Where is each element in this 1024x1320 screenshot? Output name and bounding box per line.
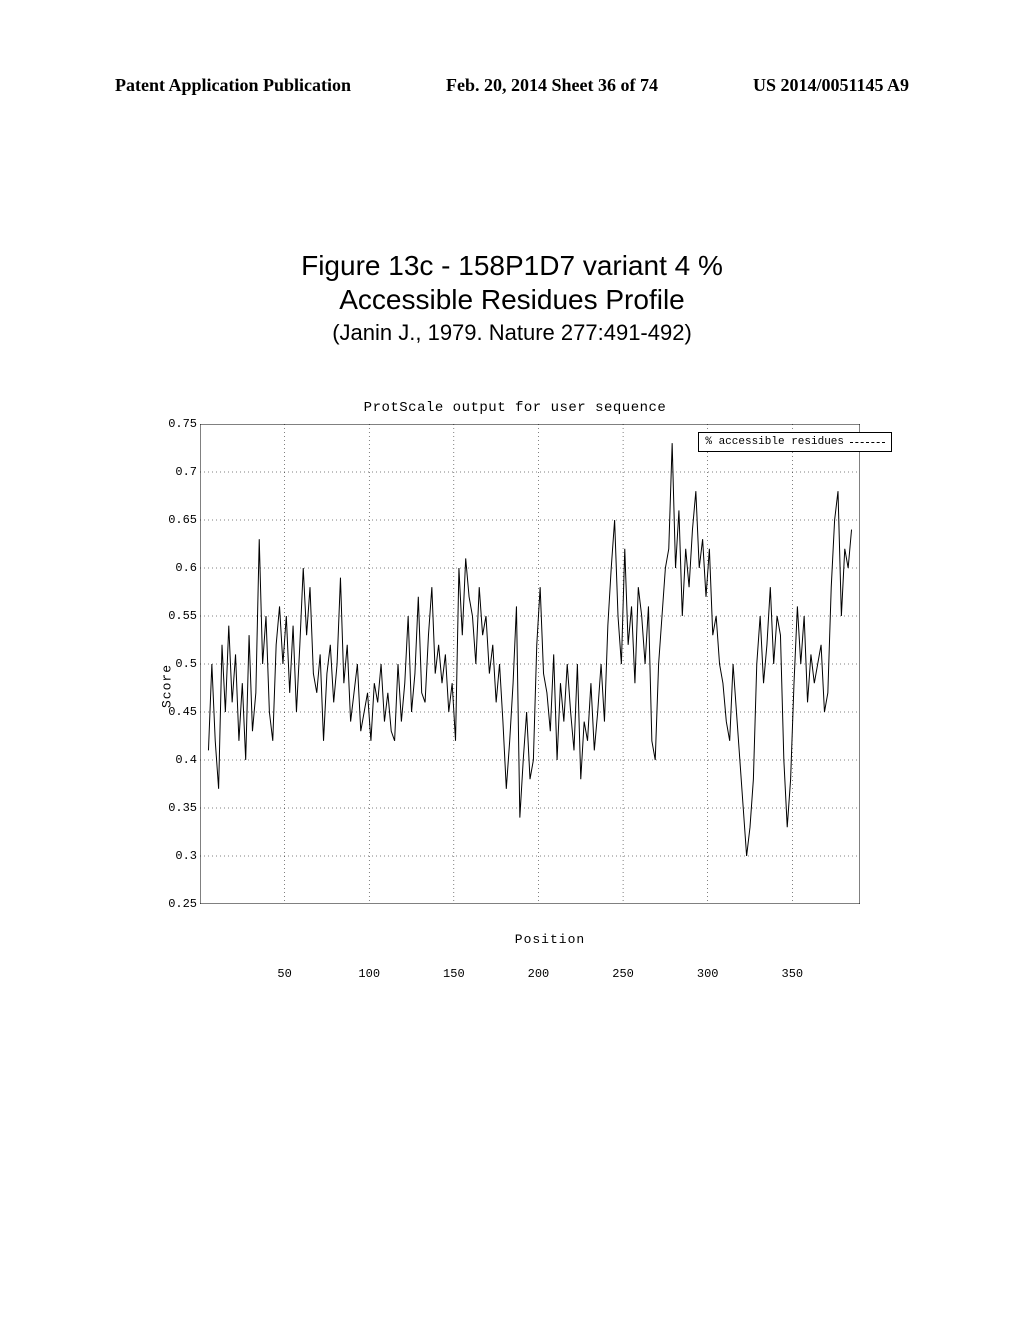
header-center: Feb. 20, 2014 Sheet 36 of 74 xyxy=(446,75,658,96)
page-header: Patent Application Publication Feb. 20, … xyxy=(0,75,1024,96)
ytick-label: 0.7 xyxy=(155,465,197,479)
ytick-label: 0.75 xyxy=(155,417,197,431)
chart-svg xyxy=(200,424,860,904)
ytick-label: 0.3 xyxy=(155,849,197,863)
ytick-label: 0.65 xyxy=(155,513,197,527)
ytick-label: 0.35 xyxy=(155,801,197,815)
ytick-label: 0.45 xyxy=(155,705,197,719)
ytick-label: 0.25 xyxy=(155,897,197,911)
legend-line-sample xyxy=(850,442,885,443)
chart-plot-wrap: Score 0.250.30.350.40.450.50.550.60.650.… xyxy=(200,424,900,947)
legend-text: % accessible residues xyxy=(705,436,844,448)
figure-title-line1: Figure 13c - 158P1D7 variant 4 % xyxy=(0,250,1024,282)
header-left: Patent Application Publication xyxy=(115,75,351,96)
xtick-label: 150 xyxy=(443,967,465,981)
ytick-labels: 0.250.30.350.40.450.50.550.60.650.70.75 xyxy=(155,424,197,904)
figure-title-line2: Accessible Residues Profile xyxy=(0,284,1024,316)
ytick-label: 0.55 xyxy=(155,609,197,623)
xtick-label: 50 xyxy=(277,967,291,981)
figure-citation: (Janin J., 1979. Nature 277:491-492) xyxy=(0,320,1024,346)
xtick-label: 250 xyxy=(612,967,634,981)
chart-xlabel: Position xyxy=(200,932,900,947)
ytick-label: 0.5 xyxy=(155,657,197,671)
chart-top-title: ProtScale output for user sequence xyxy=(130,400,900,416)
chart-container: ProtScale output for user sequence Score… xyxy=(130,400,900,947)
xtick-label: 100 xyxy=(358,967,380,981)
xtick-label: 300 xyxy=(697,967,719,981)
xtick-label: 350 xyxy=(781,967,803,981)
header-right: US 2014/0051145 A9 xyxy=(753,75,909,96)
ytick-label: 0.6 xyxy=(155,561,197,575)
xtick-label: 200 xyxy=(528,967,550,981)
ytick-label: 0.4 xyxy=(155,753,197,767)
figure-title-block: Figure 13c - 158P1D7 variant 4 % Accessi… xyxy=(0,250,1024,346)
chart-legend: % accessible residues xyxy=(698,432,892,452)
